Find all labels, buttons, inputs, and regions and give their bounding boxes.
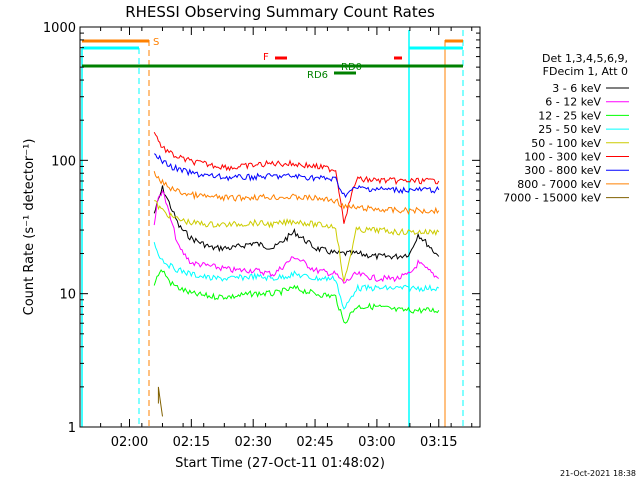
- series-line-8: [157, 386, 163, 417]
- legend-label: 50 - 100 keV: [531, 137, 601, 150]
- y-axis-title: Count Rate (s⁻¹ detector⁻¹): [22, 139, 37, 316]
- y-tick-label: 1: [68, 421, 76, 436]
- legend-label: 300 - 800 keV: [524, 164, 601, 177]
- series-line-5: [153, 131, 440, 224]
- series-line-1: [153, 189, 440, 284]
- legend-label: 3 - 6 keV: [552, 82, 601, 95]
- footer-date: 21-Oct-2021 18:38: [560, 469, 636, 478]
- flag-label: F: [263, 52, 269, 63]
- x-tick-label: 02:15: [173, 435, 210, 450]
- flag-label: RD6: [307, 70, 328, 81]
- x-axis-title: Start Time (27-Oct-11 01:48:02): [175, 456, 385, 471]
- series-line-2: [153, 269, 440, 324]
- legend-label: 100 - 300 keV: [524, 151, 601, 164]
- y-tick-label: 100: [51, 154, 76, 169]
- x-tick-label: 02:45: [296, 435, 333, 450]
- series-line-7: [153, 171, 440, 216]
- series-line-4: [154, 200, 440, 282]
- legend-header: Det 1,3,4,5,6,9,: [542, 52, 628, 65]
- legend-label: 25 - 50 keV: [538, 123, 601, 136]
- legend: Det 1,3,4,5,6,9,FDecim 1, Att 0 3 - 6 keV…: [503, 52, 629, 205]
- x-tick-label: 02:30: [234, 435, 271, 450]
- y-tick-label: 10: [59, 288, 76, 303]
- axes-layer: 02:00 02:15 02:30 02:45 03:00 03:15 1 10 100 1000: [43, 21, 480, 450]
- flag-label: RD0: [341, 62, 362, 73]
- series-layer: [153, 131, 440, 417]
- legend-label: 7000 - 15000 keV: [503, 192, 601, 205]
- chart-title: RHESSI Observing Summary Count Rates: [125, 3, 435, 21]
- plot-decorations: S F RD0 RD6: [81, 30, 464, 427]
- x-tick-label: 03:00: [358, 435, 395, 450]
- series-line-6: [153, 153, 440, 199]
- legend-label: 800 - 7000 keV: [517, 178, 601, 191]
- x-tick-label: 02:00: [111, 435, 148, 450]
- legend-header: FDecim 1, Att 0: [543, 65, 628, 78]
- y-tick-label: 1000: [43, 21, 76, 36]
- legend-label: 6 - 12 keV: [545, 96, 601, 109]
- series-line-0: [153, 185, 440, 261]
- series-line-3: [153, 241, 440, 310]
- legend-label: 12 - 25 keV: [538, 109, 601, 122]
- plot-frame: [79, 26, 481, 428]
- x-tick-label: 03:15: [420, 435, 457, 450]
- flag-label: S: [153, 37, 159, 48]
